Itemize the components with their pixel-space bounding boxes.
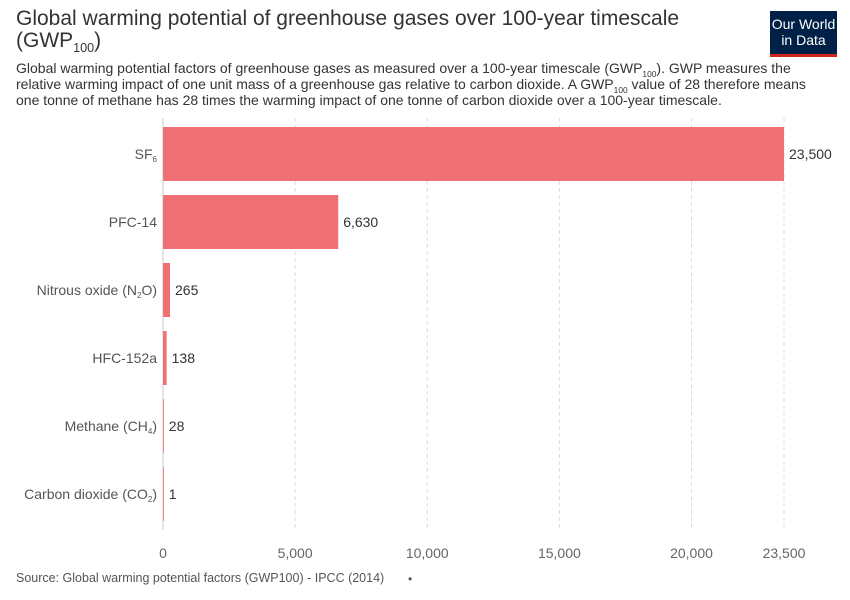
category-label: HFC-152a xyxy=(92,350,157,366)
source-dot: • xyxy=(408,572,413,586)
x-tick-label: 10,000 xyxy=(406,545,449,561)
value-label: 1 xyxy=(169,486,177,502)
x-axis-tick-labels: 0 5,000 10,000 15,000 20,000 23,500 xyxy=(159,545,806,561)
subtitle-subscript: 100 xyxy=(642,68,657,79)
owid-logo[interactable]: Our World in Data xyxy=(770,11,837,57)
x-tick-label: 5,000 xyxy=(278,545,313,561)
chart-subtitle: Global warming potential factors of gree… xyxy=(16,60,816,108)
bar[interactable] xyxy=(163,195,339,249)
value-label: 138 xyxy=(172,350,196,366)
x-tick-label: 23,500 xyxy=(763,545,806,561)
category-label: PFC-14 xyxy=(109,214,157,230)
bar[interactable] xyxy=(163,263,171,317)
title-subscript: 100 xyxy=(73,41,95,56)
x-tick-label: 15,000 xyxy=(538,545,581,561)
gridlines xyxy=(162,118,785,530)
value-label: 265 xyxy=(175,282,199,298)
bar[interactable] xyxy=(163,467,164,521)
category-label: Methane (CH4) xyxy=(65,418,157,436)
value-labels: 23,500 6,630 265 138 28 1 xyxy=(169,146,832,502)
value-label: 6,630 xyxy=(343,214,378,230)
bar[interactable] xyxy=(163,127,784,181)
x-tick-label: 0 xyxy=(159,545,167,561)
bars xyxy=(163,127,784,521)
logo-accent-bar xyxy=(770,54,837,57)
subtitle-subscript: 100 xyxy=(613,84,628,95)
source-note[interactable]: Source: Global warming potential factors… xyxy=(16,571,385,585)
x-tick-label: 20,000 xyxy=(670,545,713,561)
category-label: Carbon dioxide (CO2) xyxy=(24,486,157,504)
subtitle-part: value of 28 therefore means one tonne of… xyxy=(16,76,806,108)
logo-line-2: in Data xyxy=(781,32,826,48)
logo-line-1: Our World xyxy=(771,16,836,32)
chart-title: Global warming potential of greenhouse g… xyxy=(16,7,736,56)
subtitle-part: ). GWP measures the relative warming imp… xyxy=(16,60,791,92)
category-label: Nitrous oxide (N2O) xyxy=(37,282,157,300)
bar[interactable] xyxy=(163,399,164,453)
category-label: SF6 xyxy=(135,146,158,164)
category-labels: SF6 PFC-14 Nitrous oxide (N2O) HFC-152a Meth… xyxy=(24,146,157,504)
value-label: 28 xyxy=(169,418,185,434)
bar[interactable] xyxy=(163,331,167,385)
subtitle-part: Global warming potential factors of gree… xyxy=(16,60,643,76)
title-text: Global warming potential of greenhouse g… xyxy=(16,7,680,52)
value-label: 23,500 xyxy=(789,146,832,162)
title-end: ) xyxy=(94,29,102,52)
